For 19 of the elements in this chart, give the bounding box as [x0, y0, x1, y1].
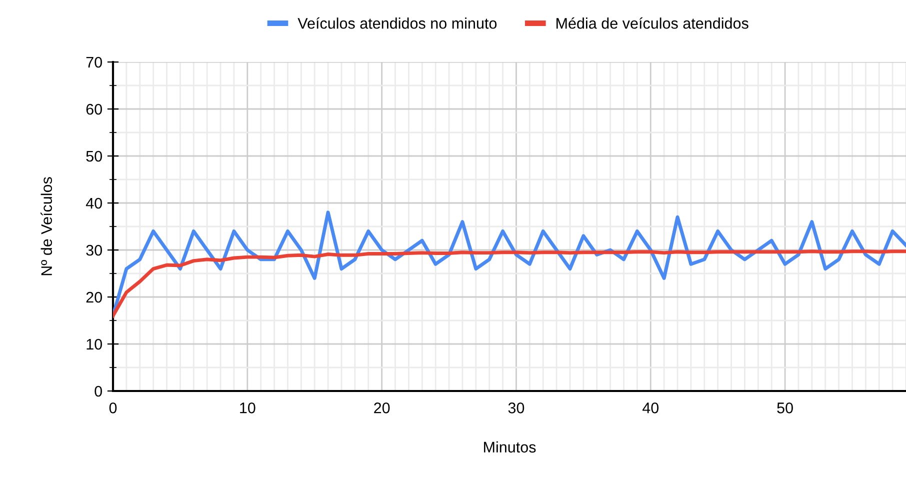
x-tick-label: 0: [109, 402, 117, 414]
x-tick-label: 40: [642, 402, 659, 414]
y-tick-label: 10: [86, 338, 102, 350]
x-tick-label: 50: [777, 402, 793, 414]
legend-label: Veículos atendidos no minuto: [298, 17, 497, 29]
y-tick-label: 70: [86, 56, 102, 68]
x-tick-label: 30: [508, 402, 524, 414]
y-tick-label: 40: [86, 198, 102, 209]
legend-label: Média de veículos atendidos: [556, 17, 748, 29]
y-tick-label: 20: [86, 292, 102, 303]
y-tick-label: 0: [94, 386, 102, 397]
y-tick-label: 50: [86, 150, 102, 162]
line-series: [113, 250, 906, 318]
y-tick-label: 60: [86, 104, 102, 115]
x-tick-label: 20: [374, 402, 390, 414]
y-axis-title: Nº de Veículos: [40, 177, 52, 276]
x-tick-label: 10: [240, 402, 256, 414]
y-tick-label: 30: [86, 244, 102, 256]
x-axis-title: Minutos: [484, 441, 536, 453]
